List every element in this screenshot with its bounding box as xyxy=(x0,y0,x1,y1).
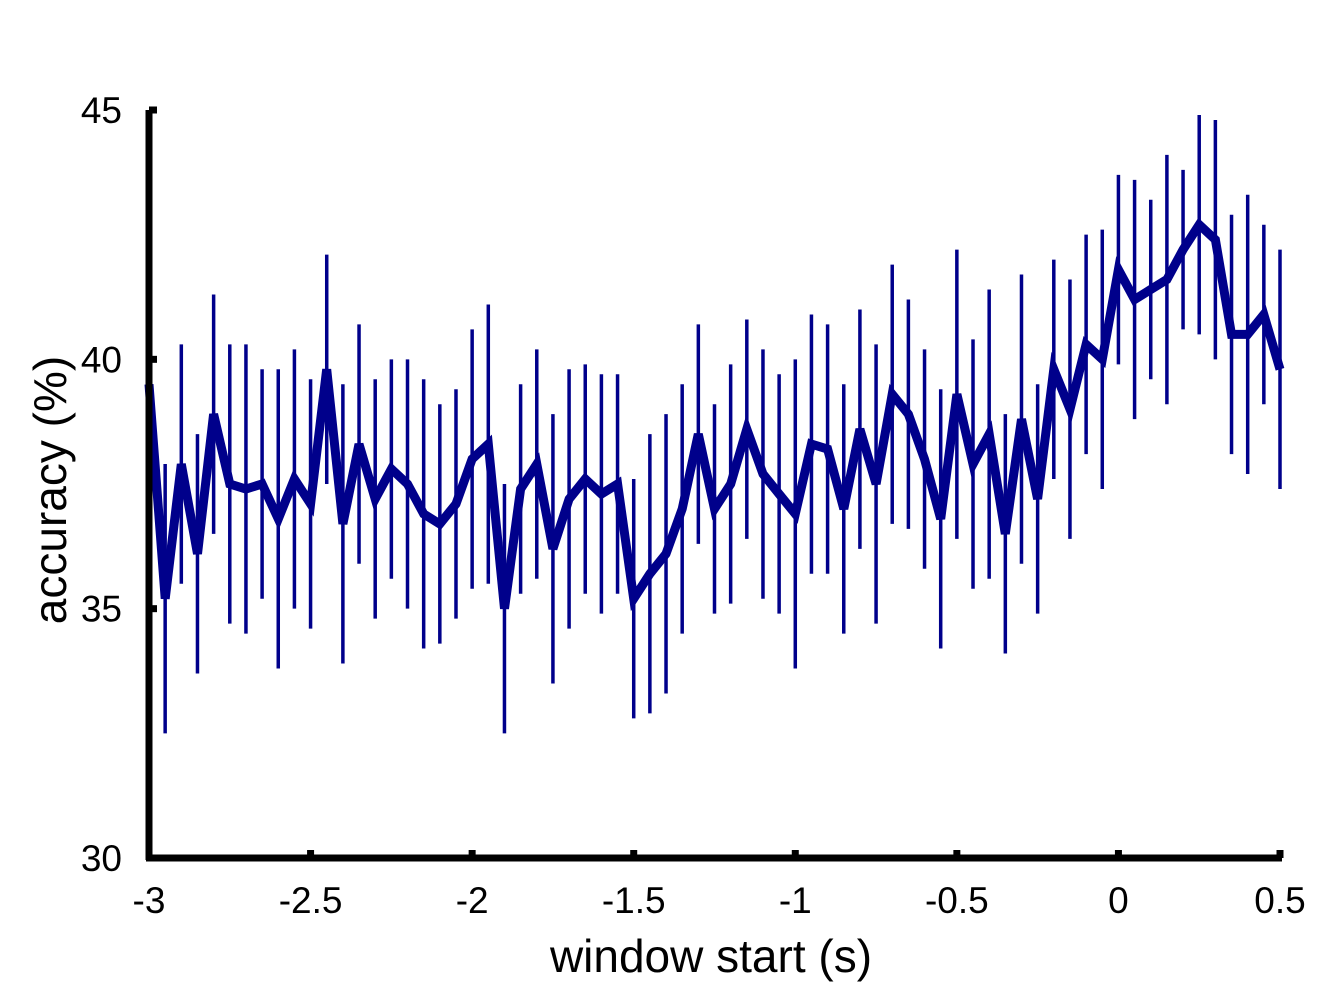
x-tick-label: -0.5 xyxy=(925,880,989,921)
y-tick-label: 30 xyxy=(81,838,122,879)
x-tick-label: 0 xyxy=(1108,880,1129,921)
y-tick-label: 40 xyxy=(81,339,122,380)
x-tick-label: -2 xyxy=(456,880,489,921)
x-axis-ticks: -3 -2.5 -2 -1.5 -1 -0.5 0 0.5 xyxy=(133,850,1306,921)
x-tick-label: -2.5 xyxy=(279,880,343,921)
y-tick-label: 35 xyxy=(81,589,122,630)
x-axis-label: window start (s) xyxy=(549,930,872,982)
x-tick-label: -3 xyxy=(133,880,166,921)
y-axis-label: accuracy (%) xyxy=(24,356,76,624)
x-tick-label: 0.5 xyxy=(1254,880,1305,921)
series-line xyxy=(144,217,1285,612)
y-axis-ticks: 30 35 40 45 xyxy=(81,90,157,879)
x-tick-label: -1.5 xyxy=(602,880,666,921)
y-tick-label: 45 xyxy=(81,90,122,131)
x-tick-label: -1 xyxy=(779,880,812,921)
